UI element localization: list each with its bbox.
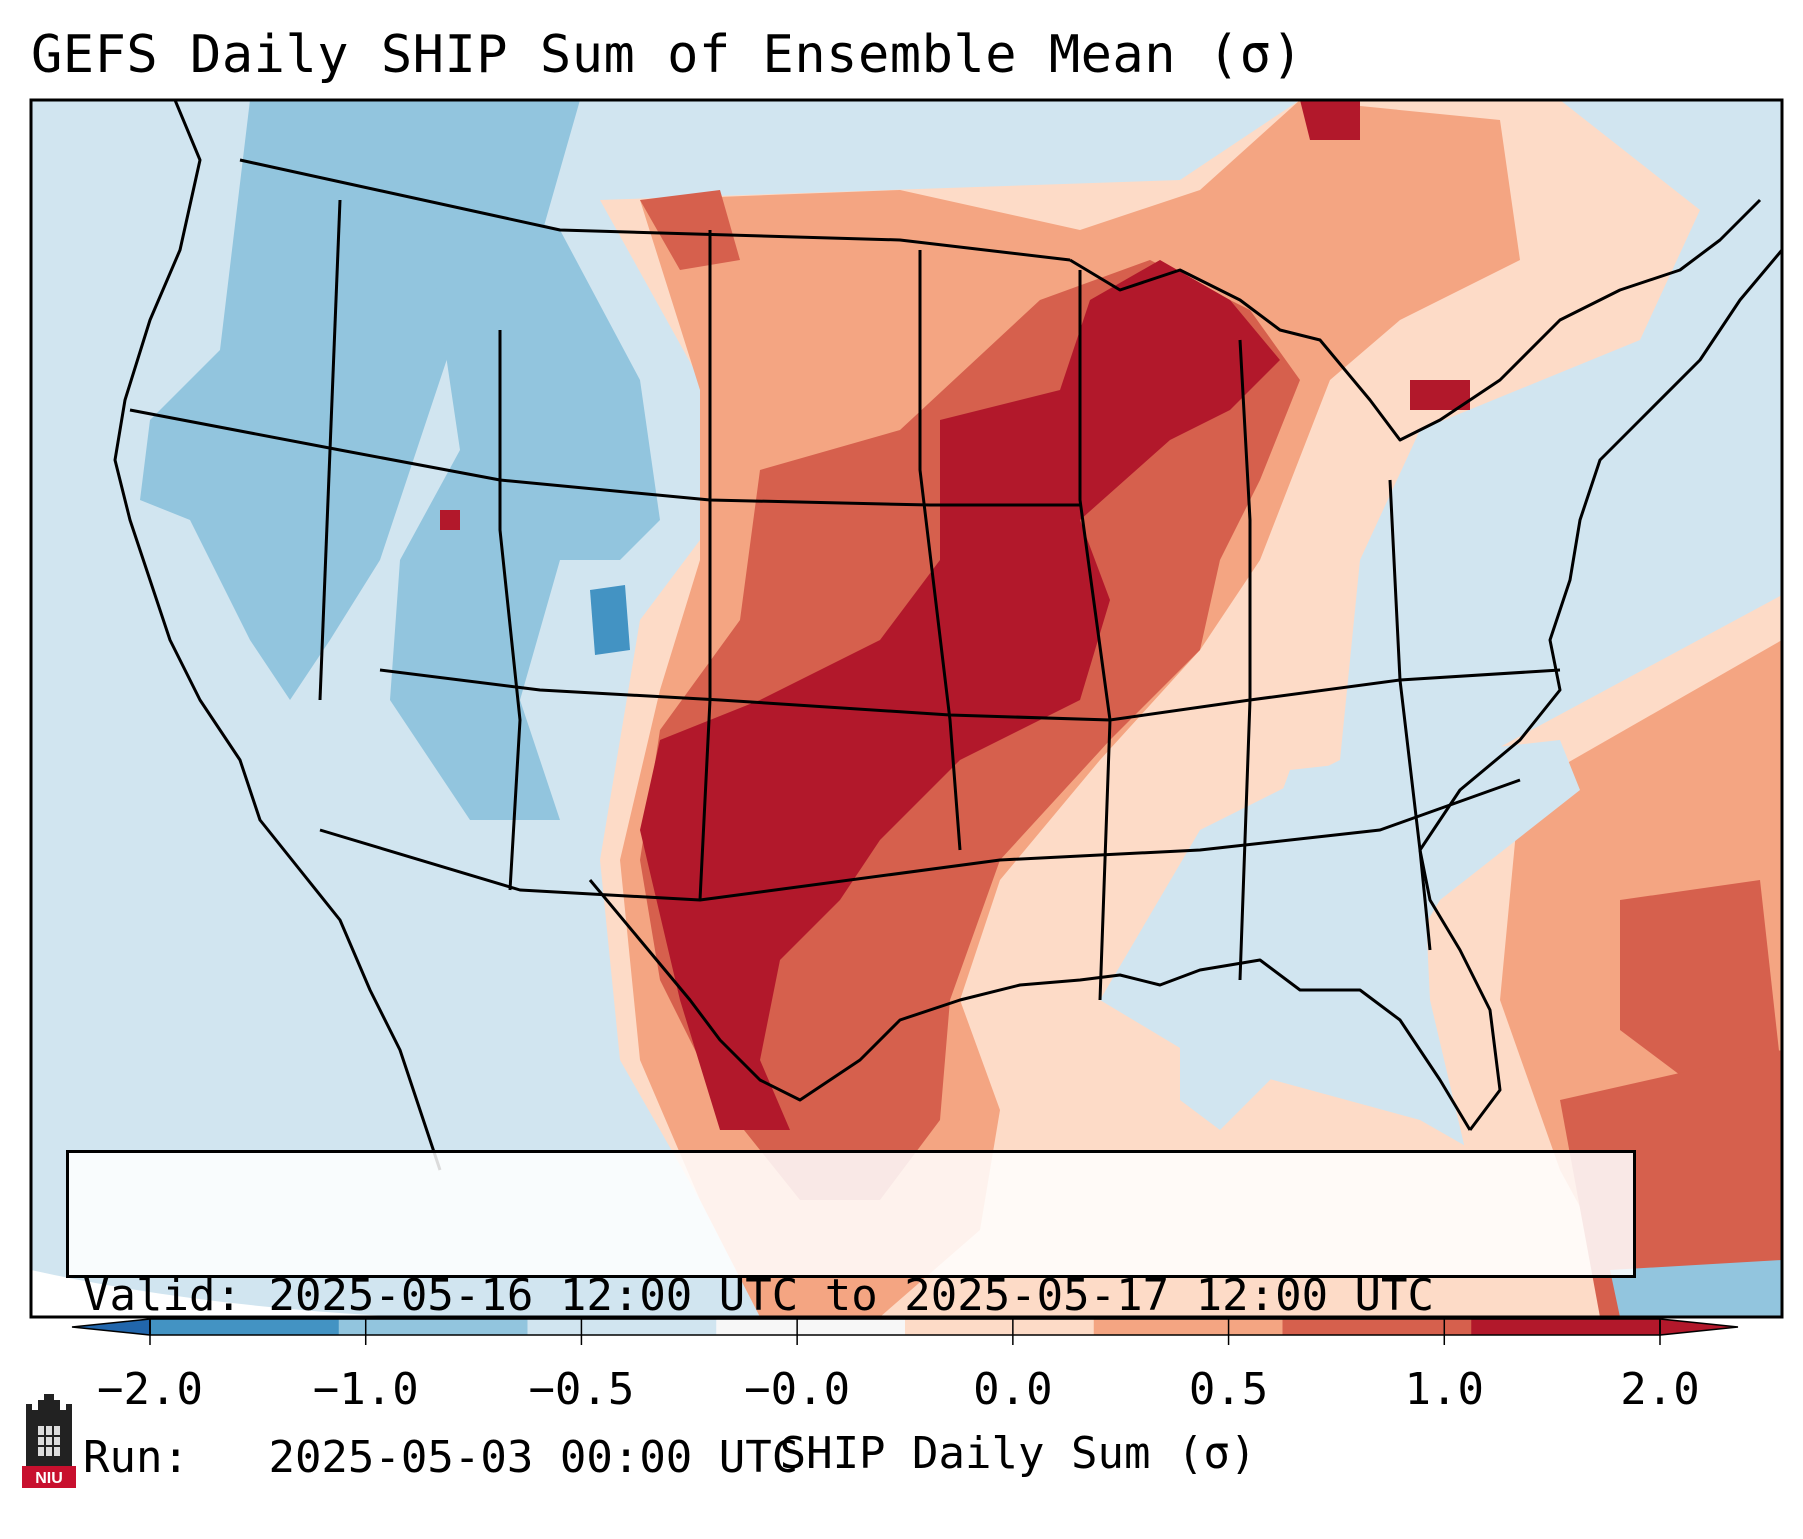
field-montana-high	[640, 190, 740, 270]
colorbar-segment	[1471, 1319, 1661, 1335]
colorbar-segment	[527, 1319, 717, 1335]
field-core-dark	[640, 260, 1280, 1130]
colorbar-segment	[1282, 1319, 1472, 1335]
state-line-mid	[379, 668, 1561, 722]
colorbar-extend-low	[71, 1318, 151, 1336]
colorbar-extend-high	[1659, 1318, 1739, 1336]
great-lakes-border	[1069, 198, 1762, 442]
state-line-east1	[1238, 339, 1252, 981]
niu-castle-icon: NIU	[22, 1394, 76, 1488]
field-southeast-blue	[1250, 740, 1580, 1000]
map-outlines	[113, 100, 1782, 1171]
valid-line: Valid: 2025-05-16 12:00 UTC to 2025-05-1…	[83, 1269, 1619, 1323]
run-label: Run:	[83, 1432, 189, 1483]
map-title: GEFS Daily SHIP Sum of Ensemble Mean (σ)	[31, 25, 1304, 85]
colorbar	[71, 1318, 1739, 1345]
east-coastline	[1418, 249, 1782, 1131]
run-value: 2025-05-03 00:00 UTC	[268, 1432, 799, 1483]
colorbar-tick-label: −0.5	[528, 1364, 635, 1415]
projection-edge	[31, 1270, 406, 1317]
state-line-west3	[698, 230, 712, 901]
map-frame	[29, 98, 1784, 1319]
valid-value: 2025-05-16 12:00 UTC to 2025-05-17 12:00…	[268, 1270, 1435, 1321]
field-ontario-lake-dark	[1410, 380, 1470, 410]
state-line-mid1	[918, 250, 962, 851]
canada-border	[239, 158, 1071, 262]
state-line-east2	[1388, 479, 1432, 951]
field-atlantic-high	[1620, 880, 1780, 1090]
valid-run-info-box: Valid: 2025-05-16 12:00 UTC to 2025-05-1…	[66, 1150, 1636, 1483]
colorbar-segment	[150, 1319, 340, 1335]
state-line-south	[319, 778, 1521, 902]
colorbar-tick-label: −0.0	[744, 1364, 851, 1415]
colorbar-tick-label: −2.0	[97, 1364, 203, 1415]
colorbar-segment	[716, 1319, 906, 1335]
colorbar-tick-label: −1.0	[312, 1364, 419, 1415]
valid-label: Valid:	[83, 1270, 242, 1321]
west-coastline	[113, 100, 442, 1171]
field-ontario-dark	[1300, 100, 1360, 140]
colorbar-tick-label: 1.0	[1404, 1364, 1485, 1415]
colorbar-segment	[905, 1319, 1095, 1335]
field-utah-speck	[440, 510, 460, 530]
run-line: Run: 2025-05-03 00:00 UTC	[83, 1431, 1619, 1485]
state-line-north	[129, 408, 1080, 507]
state-line-west2	[498, 330, 522, 891]
gulf-coastline	[588, 879, 1472, 1131]
colorbar-tick-label: 0.5	[1188, 1364, 1269, 1415]
field-gulf-blue	[1180, 990, 1280, 1130]
colorbar-segment	[338, 1319, 528, 1335]
colorbar-label: SHIP Daily Sum (σ)	[779, 1428, 1257, 1479]
colorbar-tick-label: 2.0	[1620, 1364, 1700, 1415]
logo-text: NIU	[35, 1470, 63, 1487]
field-rockies-blue	[390, 180, 660, 820]
state-line-west1	[318, 199, 342, 701]
field-caribbean-blue	[1610, 1260, 1782, 1317]
colorbar-segment	[1093, 1319, 1283, 1335]
colorbar-tick-label: 0.0	[973, 1364, 1053, 1415]
field-colorado-dark	[590, 585, 630, 655]
state-line-mid2	[1078, 270, 1112, 1001]
